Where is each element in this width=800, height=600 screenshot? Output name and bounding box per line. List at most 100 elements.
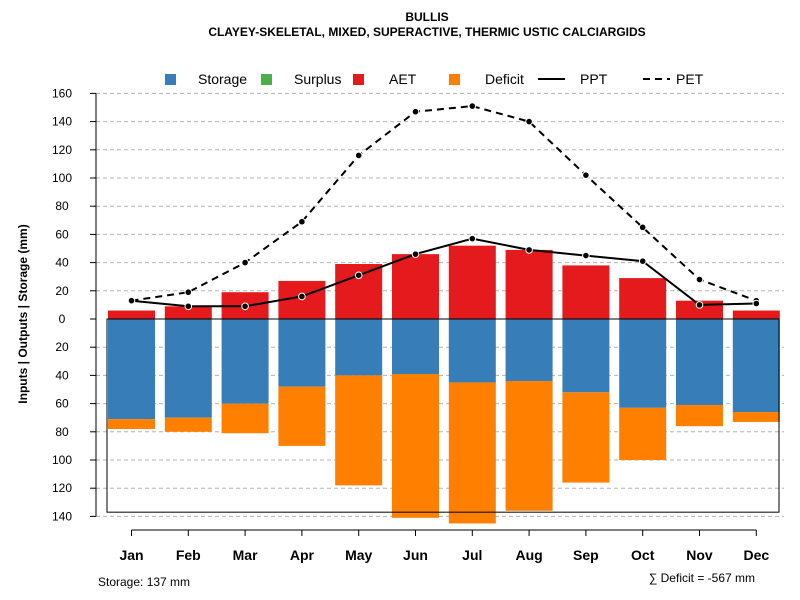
aet-bar bbox=[164, 306, 212, 319]
legend-label-storage: Storage bbox=[198, 71, 247, 87]
deficit-bar bbox=[392, 373, 439, 518]
pet-point bbox=[298, 217, 306, 226]
x-tick-label: Sep bbox=[573, 547, 599, 563]
aet-bar bbox=[448, 245, 496, 319]
x-tick-label: Feb bbox=[176, 547, 201, 563]
aet-bar bbox=[505, 249, 553, 319]
pet-point bbox=[411, 107, 420, 116]
storage-bar bbox=[278, 319, 326, 387]
axes: 0 20 40 60 80 100 120 140 160 20 40 60 80 100 120 140 Ja… bbox=[52, 86, 769, 563]
x-tick-label: Jul bbox=[462, 547, 482, 563]
storage-note: Storage: 137 mm bbox=[98, 575, 190, 589]
storage-bar bbox=[392, 319, 439, 374]
ppt-point bbox=[127, 296, 136, 305]
ppt-point bbox=[411, 250, 420, 258]
x-tick-label: Aug bbox=[515, 547, 542, 563]
y-tick-label: 100 bbox=[52, 453, 72, 467]
series-lines bbox=[127, 102, 761, 311]
deficit-bar bbox=[676, 405, 723, 427]
storage-capacity-box bbox=[106, 318, 780, 513]
x-tick-label: Nov bbox=[686, 547, 713, 563]
ppt-point bbox=[638, 257, 647, 265]
y-axis-label: Inputs | Outputs | Storage (mm) bbox=[16, 224, 30, 403]
x-tick-label: Oct bbox=[631, 547, 655, 563]
y-tick-label: 60 bbox=[55, 397, 69, 411]
pet-point bbox=[241, 258, 249, 267]
y-tick-label: 20 bbox=[55, 284, 69, 298]
deficit-bar bbox=[562, 392, 610, 483]
ppt-point bbox=[582, 251, 590, 260]
aet-bar bbox=[562, 265, 610, 319]
ppt-point bbox=[354, 271, 363, 280]
y-tick-label: 140 bbox=[52, 115, 72, 129]
deficit-bar bbox=[732, 412, 780, 422]
x-tick-label: Dec bbox=[743, 547, 769, 563]
x-tick-label: Apr bbox=[290, 547, 315, 563]
aet-bar bbox=[392, 254, 439, 319]
storage-bar bbox=[221, 319, 269, 404]
legend: Storage Surplus AET Deficit PPT PET bbox=[165, 71, 704, 87]
deficit-bar bbox=[278, 386, 326, 446]
storage-bar bbox=[448, 319, 496, 383]
y-tick-label: 20 bbox=[55, 340, 69, 354]
x-tick-label: Jun bbox=[403, 547, 428, 563]
deficit-bar bbox=[619, 407, 667, 460]
storage-bar bbox=[676, 319, 723, 406]
pet-point bbox=[468, 102, 477, 110]
legend-label-aet: AET bbox=[389, 71, 417, 87]
bars bbox=[108, 245, 780, 524]
x-tick-label: May bbox=[345, 547, 372, 563]
legend-label-deficit: Deficit bbox=[485, 71, 524, 87]
y-tick-label: 80 bbox=[55, 425, 69, 439]
y-tick-label: 120 bbox=[52, 143, 72, 157]
deficit-note: ∑ Deficit = -567 mm bbox=[649, 571, 755, 585]
y-tick-label: 80 bbox=[55, 199, 69, 213]
storage-bar bbox=[164, 319, 212, 418]
legend-label-pet: PET bbox=[676, 71, 704, 87]
deficit-bar bbox=[221, 403, 269, 434]
y-tick-label: 40 bbox=[55, 368, 69, 382]
deficit-bar bbox=[448, 382, 496, 524]
legend-swatch-aet bbox=[353, 74, 364, 85]
legend-swatch-deficit bbox=[449, 74, 460, 85]
pet-point bbox=[184, 288, 193, 297]
ppt-point bbox=[184, 302, 193, 311]
y-tick-label: 100 bbox=[52, 171, 72, 185]
pet-point bbox=[638, 223, 647, 232]
storage-bar bbox=[505, 319, 553, 382]
legend-swatch-surplus bbox=[261, 74, 272, 85]
ppt-point bbox=[695, 301, 704, 309]
y-tick-label: 40 bbox=[55, 256, 69, 270]
legend-swatch-storage bbox=[165, 74, 176, 85]
storage-bar bbox=[562, 319, 610, 393]
storage-bar bbox=[335, 319, 383, 376]
ppt-point bbox=[298, 292, 306, 301]
pet-point bbox=[525, 117, 533, 126]
y-tick-label: 160 bbox=[52, 86, 72, 100]
ppt-point bbox=[752, 299, 761, 308]
ppt-point bbox=[241, 302, 249, 311]
legend-label-surplus: Surplus bbox=[294, 71, 341, 87]
y-tick-label: 120 bbox=[52, 481, 72, 495]
storage-bar bbox=[108, 319, 155, 420]
ppt-line bbox=[131, 237, 757, 308]
pet-line bbox=[131, 105, 757, 302]
y-tick-label: 0 bbox=[59, 312, 66, 326]
pet-point bbox=[582, 171, 590, 179]
y-tick-label: 60 bbox=[55, 227, 69, 241]
pet-point bbox=[354, 151, 363, 160]
aet-bar bbox=[619, 278, 667, 319]
legend-label-ppt: PPT bbox=[580, 71, 608, 87]
aet-bar bbox=[108, 310, 155, 319]
x-tick-label: Jan bbox=[119, 547, 143, 563]
pet-point bbox=[695, 275, 704, 284]
aet-bar bbox=[732, 310, 780, 319]
deficit-bar bbox=[335, 375, 383, 486]
ppt-point bbox=[468, 234, 477, 243]
storage-bar bbox=[619, 319, 667, 408]
y-tick-label: 140 bbox=[52, 509, 72, 523]
ppt-point bbox=[525, 246, 533, 254]
x-tick-label: Mar bbox=[233, 547, 258, 563]
storage-bar bbox=[732, 319, 780, 413]
